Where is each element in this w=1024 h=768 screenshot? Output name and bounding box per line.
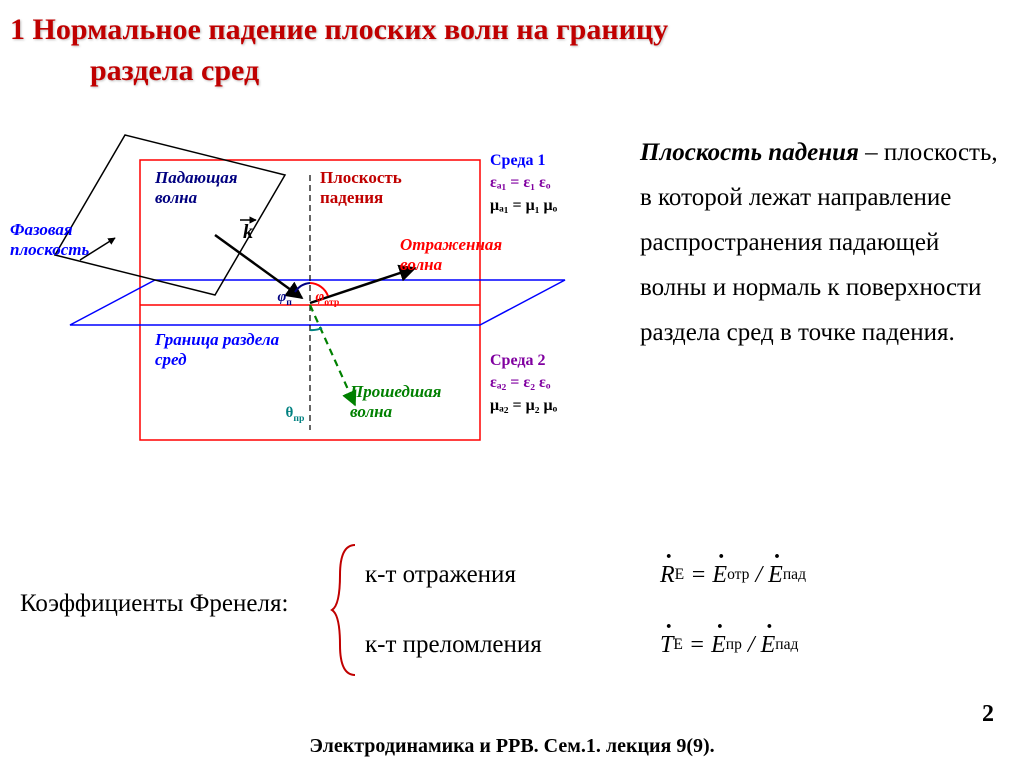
medium-1-mu: μₐ₁ = μ₁ μₒ — [490, 195, 557, 217]
formula-reflection: RE = Eотр / Eпад — [660, 540, 806, 610]
fresnel-formulas: RE = Eотр / Eпад TE = Eпр / Eпад — [660, 540, 806, 680]
formula-transmission: TE = Eпр / Eпад — [660, 610, 806, 680]
coef-labels: к-т отражения к-т преломления — [365, 540, 542, 680]
fresnel-label: Коэффициенты Френеля: — [20, 590, 288, 618]
label-incident-wave: Падающая волна — [155, 168, 238, 208]
label-reflected-wave: Отраженная волна — [400, 235, 502, 275]
definition-body: – плоскость, в которой лежат направление… — [640, 139, 998, 346]
title-line1: 1 Нормальное падение плоских волн на гра… — [10, 10, 668, 51]
slide-title: 1 Нормальное падение плоских волн на гра… — [10, 10, 668, 91]
medium-2-title: Среда 2 — [490, 350, 557, 372]
medium-1-params: Среда 1 εₐ₁ = ε₁ εₒ μₐ₁ = μ₁ μₒ — [490, 150, 557, 217]
transmission-label: к-т преломления — [365, 610, 542, 680]
svg-text:k: k — [243, 221, 253, 243]
medium-1-title: Среда 1 — [490, 150, 557, 172]
label-transmitted-wave: Прошедшая волна — [350, 382, 441, 422]
fresnel-block: Коэффициенты Френеля: к-т отражения к-т … — [20, 540, 1000, 680]
brace-icon — [330, 540, 360, 680]
reflection-label: к-т отражения — [365, 540, 542, 610]
page-number: 2 — [982, 701, 994, 728]
medium-2-eps: εₐ₂ = ε₂ εₒ — [490, 372, 557, 394]
label-incidence-plane: Плоскость падения — [320, 168, 402, 208]
definition-text: Плоскость падения – плоскость, в которой… — [640, 130, 1010, 355]
label-theta-trans: θпр — [278, 388, 304, 424]
label-boundary: Граница раздела сред — [155, 330, 279, 370]
medium-2-params: Среда 2 εₐ₂ = ε₂ εₒ μₐ₂ = μ₂ μₒ — [490, 350, 557, 417]
label-phase-plane: Фазовая плоскость — [10, 220, 89, 260]
label-phi-refl: φотр — [308, 272, 339, 308]
definition-term: Плоскость падения — [640, 139, 859, 166]
label-phi-in: φп — [270, 272, 292, 308]
medium-2-mu: μₐ₂ = μ₂ μₒ — [490, 395, 557, 417]
footer-text: Электродинамика и РРВ. Сем.1. лекция 9(9… — [0, 735, 1024, 758]
title-line2: раздела сред — [10, 51, 668, 92]
medium-1-eps: εₐ₁ = ε₁ εₒ — [490, 172, 557, 194]
